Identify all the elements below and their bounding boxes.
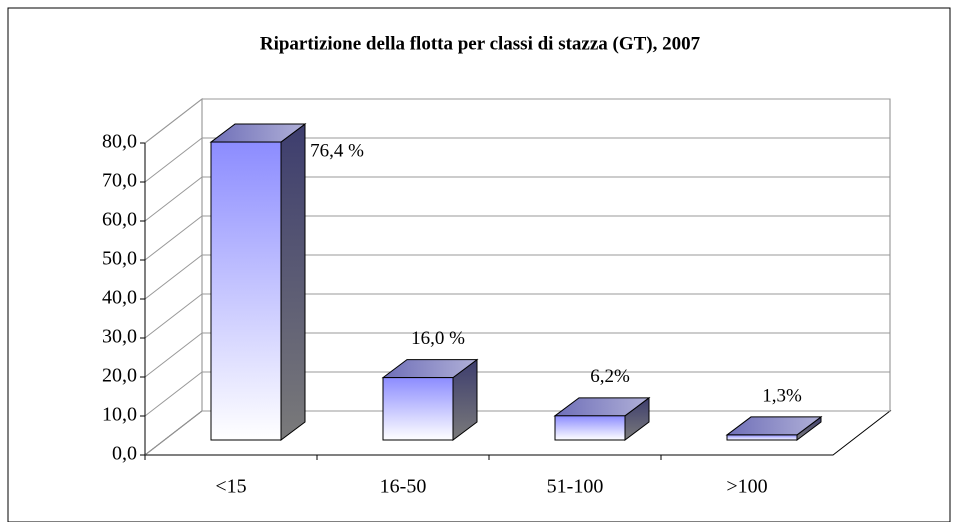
grid-line	[144, 98, 890, 144]
x-tick-label: 16-50	[380, 476, 427, 498]
bar-side	[280, 123, 306, 441]
grid-line	[144, 254, 890, 300]
grid-line	[144, 293, 890, 339]
chart-title: Ripartizione della flotta per classi di …	[260, 33, 701, 54]
value-label: 1,3%	[762, 385, 802, 406]
y-tick-label: 80,0	[102, 131, 137, 153]
grid-line	[144, 410, 890, 456]
x-tick-label: <15	[215, 476, 246, 498]
y-tick-label: 20,0	[102, 365, 137, 387]
y-tick-label: 60,0	[102, 209, 137, 231]
grid-line	[144, 137, 890, 183]
grid-line	[144, 371, 890, 417]
grid-line	[144, 215, 890, 261]
bar	[210, 141, 282, 441]
bar	[382, 377, 454, 441]
value-label: 6,2%	[590, 366, 630, 387]
grid-line	[144, 332, 890, 378]
bar	[726, 434, 798, 441]
value-label: 76,4 %	[310, 140, 364, 161]
bar	[554, 415, 626, 441]
y-tick-label: 0,0	[112, 443, 137, 465]
x-tick-label: >100	[726, 476, 767, 498]
y-tick-label: 10,0	[102, 404, 137, 426]
x-tick-label: 51-100	[547, 476, 604, 498]
y-tick-label: 40,0	[102, 287, 137, 309]
y-tick-label: 30,0	[102, 326, 137, 348]
y-tick-label: 70,0	[102, 170, 137, 192]
y-tick-label: 50,0	[102, 248, 137, 270]
value-label: 16,0 %	[411, 328, 465, 349]
grid-line	[144, 176, 890, 222]
